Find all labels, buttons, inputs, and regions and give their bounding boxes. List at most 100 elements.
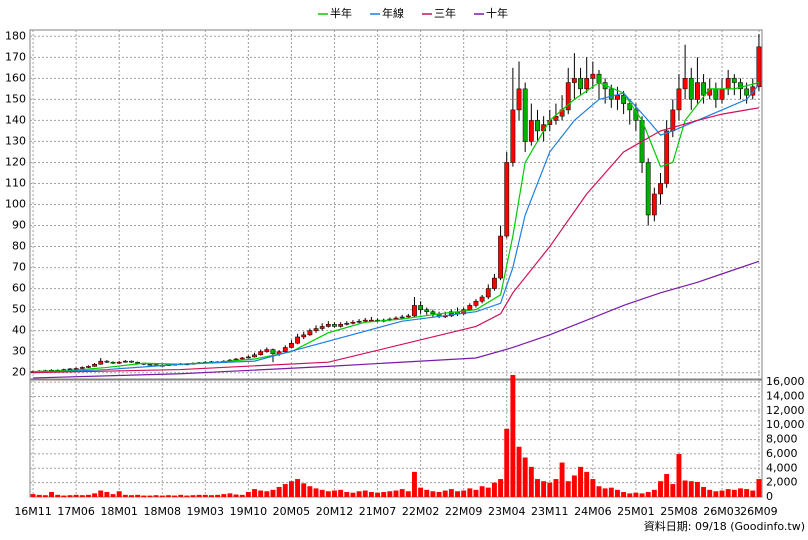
legend-label: 十年 xyxy=(486,6,508,20)
volume-bar xyxy=(596,486,602,497)
volume-bar xyxy=(645,491,651,497)
volume-bar xyxy=(411,471,417,497)
candle-body xyxy=(147,364,153,366)
volume-bar xyxy=(375,492,381,497)
candle-body xyxy=(578,78,583,90)
candle-body xyxy=(479,296,485,302)
volume-bar xyxy=(141,495,147,497)
volume-bar xyxy=(55,494,61,497)
candle-body xyxy=(129,360,134,363)
volume-bar xyxy=(36,494,42,497)
candle-body xyxy=(750,86,756,96)
candle-body xyxy=(688,78,694,100)
volume-bar xyxy=(288,481,294,497)
x-tick-label: 26M03 xyxy=(703,505,741,518)
volume-bar xyxy=(504,428,510,497)
candle-body xyxy=(307,330,313,336)
candle-body xyxy=(756,46,762,88)
volume-bar xyxy=(135,494,141,497)
volume-bar xyxy=(455,491,460,497)
volume-bar xyxy=(147,495,153,497)
legend-label: 三年 xyxy=(434,6,456,20)
x-tick-label: 24M06 xyxy=(574,505,612,518)
volume-bar xyxy=(252,489,257,497)
candle-body xyxy=(104,360,110,363)
volume-bar xyxy=(196,494,202,497)
x-tick-label: 25M08 xyxy=(660,505,698,518)
candle-body xyxy=(332,324,337,327)
volume-bar xyxy=(190,495,196,497)
volume-bar xyxy=(707,489,713,497)
candle-body xyxy=(627,103,633,111)
x-tick-label: 22M09 xyxy=(445,505,483,518)
candle-body xyxy=(504,162,510,237)
volume-bar xyxy=(319,489,325,497)
volume-bar xyxy=(565,481,571,497)
candle-body xyxy=(676,88,682,111)
volume-bar xyxy=(528,466,534,497)
volume-bar xyxy=(110,494,116,497)
volume-bar xyxy=(688,481,694,497)
x-tick-label: 19M10 xyxy=(230,505,268,518)
volume-bar xyxy=(184,495,190,497)
volume-bar xyxy=(658,481,663,497)
candle-body xyxy=(264,349,270,352)
candle-body xyxy=(725,78,731,90)
candle-body xyxy=(535,120,540,132)
candle-body xyxy=(405,315,411,318)
y-tick-label: 130 xyxy=(5,134,26,147)
candle-body xyxy=(615,94,620,100)
y-tick-label: 120 xyxy=(5,155,26,168)
candle-body xyxy=(467,305,473,310)
candle-body xyxy=(553,115,559,121)
volume-bar xyxy=(381,491,387,497)
volume-bar xyxy=(676,453,682,497)
volume-bar xyxy=(276,486,282,497)
candle-body xyxy=(522,88,528,142)
candle-body xyxy=(122,360,128,363)
volume-bar xyxy=(313,488,319,497)
candle-body xyxy=(516,88,522,111)
candle-body xyxy=(528,120,534,142)
volume-bar xyxy=(79,495,85,497)
volume-bar xyxy=(430,491,436,497)
candle-body xyxy=(565,82,571,111)
candle-body xyxy=(258,351,264,356)
volume-bar xyxy=(424,489,430,497)
volume-bar xyxy=(362,490,368,497)
volume-bar xyxy=(522,457,528,497)
volume-bar xyxy=(332,490,337,497)
volume-bar xyxy=(122,494,128,497)
volume-bar xyxy=(442,490,448,497)
legend-label: 年線 xyxy=(382,6,404,20)
candle-body xyxy=(86,366,91,368)
volume-bar xyxy=(479,486,485,497)
ma-line xyxy=(33,107,760,374)
candle-body xyxy=(430,311,436,315)
candle-body xyxy=(92,364,97,367)
volume-bar xyxy=(178,494,184,497)
volume-tick-label: 16,000 xyxy=(766,375,805,388)
volume-bar xyxy=(510,374,516,497)
candle-body xyxy=(239,357,245,360)
y-tick-label: 170 xyxy=(5,50,26,63)
y-tick-label: 60 xyxy=(12,282,26,295)
candle-body xyxy=(350,321,356,324)
x-tick-label: 26M09 xyxy=(740,505,778,518)
volume-bar xyxy=(701,486,707,497)
candle-body xyxy=(282,347,288,352)
candle-body xyxy=(116,361,122,364)
candle-body xyxy=(338,324,344,327)
source-note: 資料日期: 09/18 (Goodinfo.tw) xyxy=(644,519,805,533)
candle-body xyxy=(301,334,307,338)
volume-bar xyxy=(221,494,227,497)
volume-bar xyxy=(295,479,301,497)
candle-body xyxy=(510,109,516,163)
volume-bar xyxy=(49,491,54,497)
volume-bar xyxy=(670,484,676,497)
volume-bar xyxy=(608,487,614,497)
candle-body xyxy=(110,361,116,364)
candle-body xyxy=(295,336,300,344)
